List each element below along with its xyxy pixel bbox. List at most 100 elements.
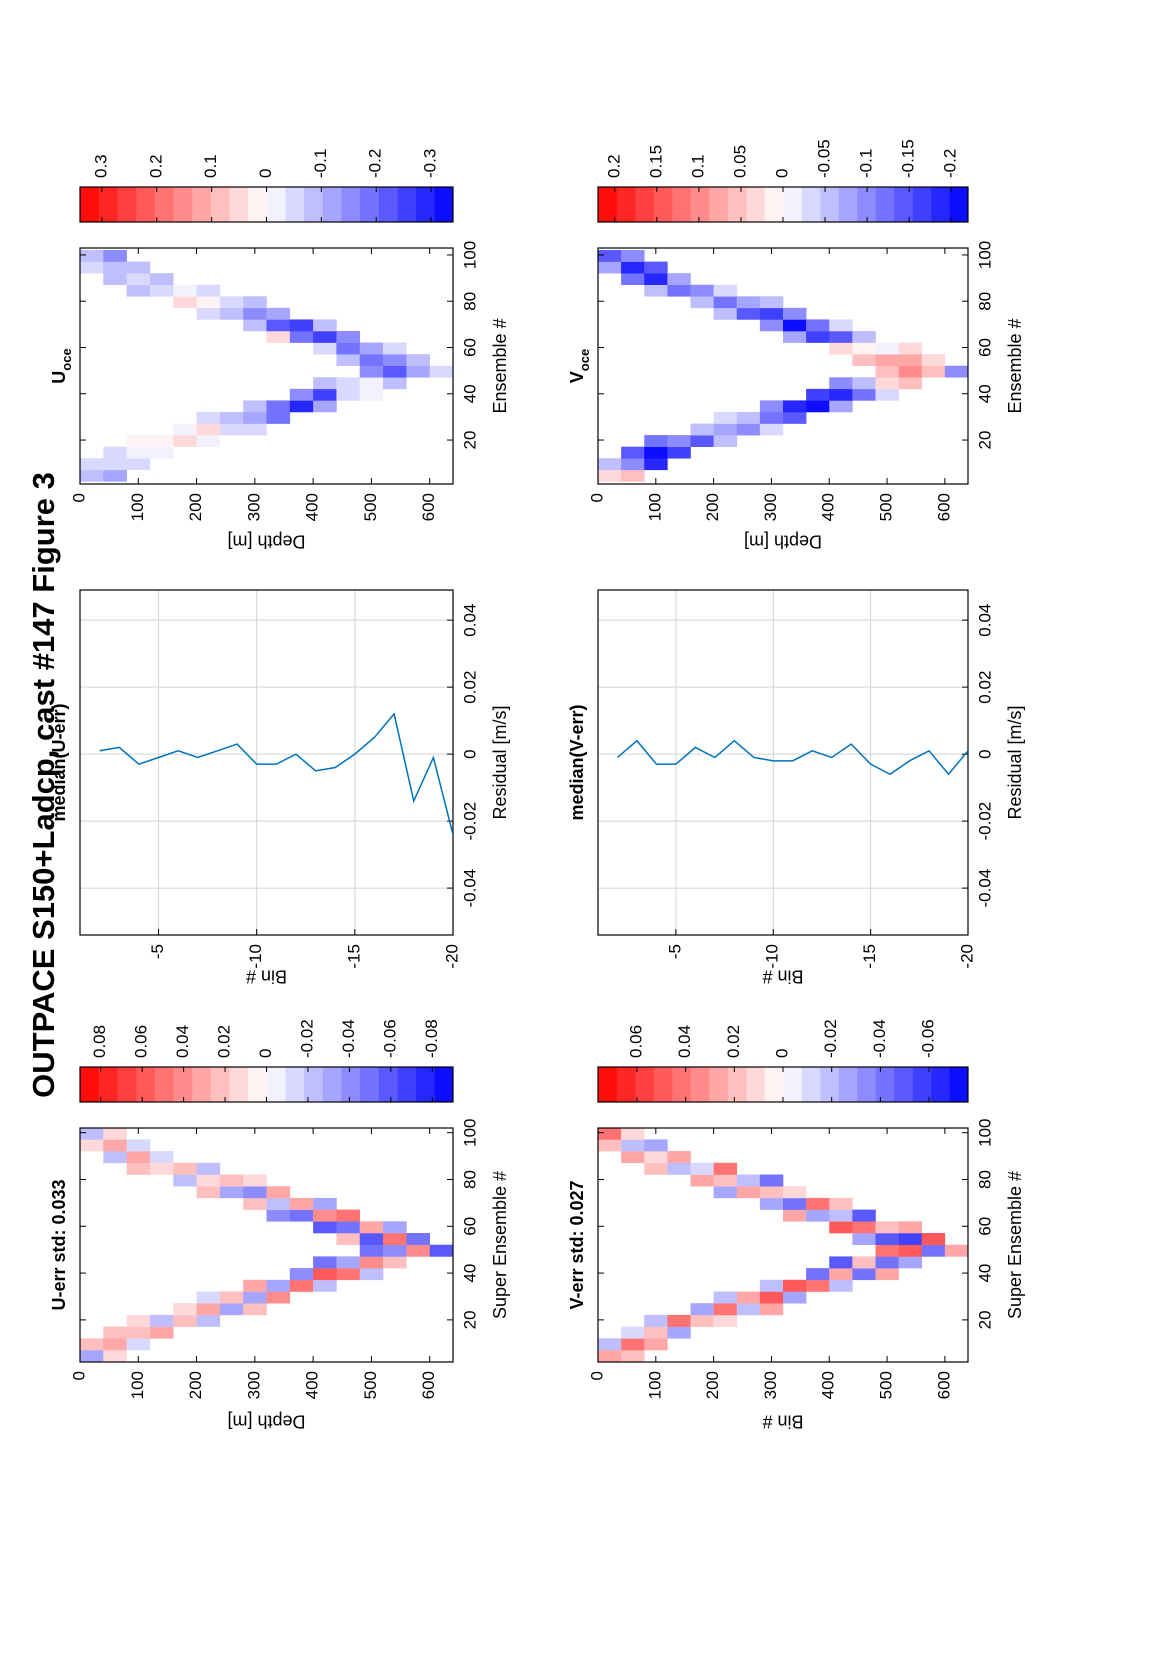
heat-cell bbox=[713, 423, 738, 436]
colorbar-tick-label: -0.15 bbox=[899, 139, 918, 178]
colorbar-tick-label: 0.3 bbox=[91, 154, 110, 178]
colorbar-tick-label: -0.04 bbox=[870, 1019, 889, 1058]
x-tick-label: 20 bbox=[975, 431, 994, 450]
y-tick-label: 100 bbox=[128, 1371, 147, 1399]
colorbar-level bbox=[598, 187, 617, 222]
x-tick-label: 60 bbox=[460, 338, 479, 357]
colorbar-level bbox=[820, 187, 839, 222]
colorbar-level bbox=[285, 1067, 305, 1102]
heat-cell bbox=[336, 377, 361, 390]
heat-cell bbox=[126, 1162, 151, 1175]
heat-cell bbox=[313, 377, 337, 390]
colorbar-level bbox=[931, 187, 950, 222]
colorbar-level bbox=[303, 187, 323, 222]
heat-cell bbox=[243, 423, 267, 436]
colorbar-level bbox=[434, 1067, 454, 1102]
heat-cell bbox=[336, 330, 361, 343]
heat-cell bbox=[336, 354, 361, 366]
heat-cell bbox=[690, 435, 714, 447]
colorbar-level bbox=[727, 1067, 747, 1102]
colorbar-level bbox=[838, 187, 858, 222]
heat-cell bbox=[289, 1209, 314, 1222]
colorbar-level bbox=[397, 1067, 416, 1102]
heat-cell bbox=[149, 284, 174, 297]
heat-cell bbox=[289, 1268, 314, 1281]
y-tick-label: 300 bbox=[761, 1371, 780, 1399]
heat-cell bbox=[898, 1233, 923, 1245]
y-tick-label: 300 bbox=[244, 493, 263, 521]
heat-cell bbox=[736, 1291, 761, 1304]
x-tick-label: 0.04 bbox=[460, 604, 479, 637]
heat-cell bbox=[126, 1326, 151, 1339]
heat-cell bbox=[80, 1139, 104, 1152]
colorbar-tick-label: 0 bbox=[772, 1049, 791, 1058]
heat-cell bbox=[875, 388, 899, 401]
heat-cell bbox=[196, 1174, 221, 1187]
y-axis-label: Depth [m] bbox=[744, 531, 822, 551]
y-tick-label: 400 bbox=[819, 493, 838, 521]
x-tick-label: 40 bbox=[460, 384, 479, 403]
heat-cell bbox=[736, 296, 761, 309]
x-tick-label: 0 bbox=[975, 749, 994, 758]
y-tick-label: 400 bbox=[303, 1371, 322, 1399]
heat-cell bbox=[383, 1233, 407, 1245]
heat-cell bbox=[690, 1303, 714, 1316]
y-tick-label: -15 bbox=[860, 944, 879, 969]
heat-cell bbox=[736, 1174, 761, 1187]
heat-cell bbox=[621, 273, 645, 286]
panel-title: Voce bbox=[567, 349, 592, 383]
heat-cell bbox=[313, 330, 337, 343]
heat-cell bbox=[80, 469, 104, 482]
heat-cell bbox=[875, 1256, 899, 1269]
y-tick-label: 0 bbox=[69, 1371, 88, 1380]
heat-cell bbox=[359, 377, 384, 390]
heat-cell bbox=[644, 1338, 668, 1351]
heat-cell bbox=[80, 458, 104, 471]
heat-cell bbox=[313, 1221, 337, 1234]
colorbar-level bbox=[801, 1067, 821, 1102]
heat-cell bbox=[713, 284, 738, 297]
heat-cell bbox=[126, 1314, 151, 1327]
heat-cell bbox=[759, 1279, 784, 1292]
heat-cell bbox=[383, 1221, 407, 1234]
heat-cell bbox=[80, 261, 104, 274]
colorbar-level bbox=[173, 1067, 193, 1102]
y-tick-label: 300 bbox=[244, 1371, 263, 1399]
axes-box bbox=[79, 1127, 454, 1363]
heat-cell bbox=[173, 1174, 197, 1187]
heat-cell bbox=[103, 1139, 127, 1152]
heat-cell bbox=[852, 342, 876, 355]
colorbar-level bbox=[820, 1067, 839, 1102]
heat-cell bbox=[173, 296, 197, 309]
heat-cell bbox=[852, 377, 876, 390]
colorbar-tick-label: -0.1 bbox=[311, 149, 330, 178]
colorbar-tick-label: -0.1 bbox=[857, 149, 876, 178]
heat-cell bbox=[644, 458, 668, 471]
x-tick-label: 100 bbox=[975, 241, 994, 269]
colorbar-level bbox=[191, 187, 211, 222]
colorbar-level bbox=[266, 187, 286, 222]
title-text: U-err std: 0.033 bbox=[49, 1179, 69, 1310]
heat-cell bbox=[783, 400, 807, 413]
colorbar-tick-label: -0.08 bbox=[422, 1019, 441, 1058]
y-tick-label: 500 bbox=[877, 1371, 896, 1399]
heat-cell bbox=[852, 1256, 876, 1269]
colorbar-level bbox=[154, 1067, 174, 1102]
heat-cell bbox=[898, 377, 923, 390]
y-tick-label: -10 bbox=[246, 944, 265, 969]
colorbar-level bbox=[912, 1067, 932, 1102]
colorbar-level bbox=[672, 1067, 691, 1102]
y-tick-label: -10 bbox=[763, 944, 782, 969]
heat-cell bbox=[944, 1244, 968, 1257]
heat-cell bbox=[103, 458, 127, 471]
heat-cell bbox=[336, 342, 361, 355]
y-tick-label: 100 bbox=[128, 493, 147, 521]
heat-cell bbox=[196, 435, 221, 447]
x-tick-label: 20 bbox=[975, 1310, 994, 1329]
colorbar-tick-label: 0.1 bbox=[201, 154, 220, 178]
y-tick-label: 200 bbox=[703, 493, 722, 521]
heat-cell bbox=[149, 1314, 174, 1327]
y-tick-label: 600 bbox=[419, 493, 438, 521]
heat-cell bbox=[829, 1221, 853, 1234]
heat-cell bbox=[921, 1233, 946, 1245]
